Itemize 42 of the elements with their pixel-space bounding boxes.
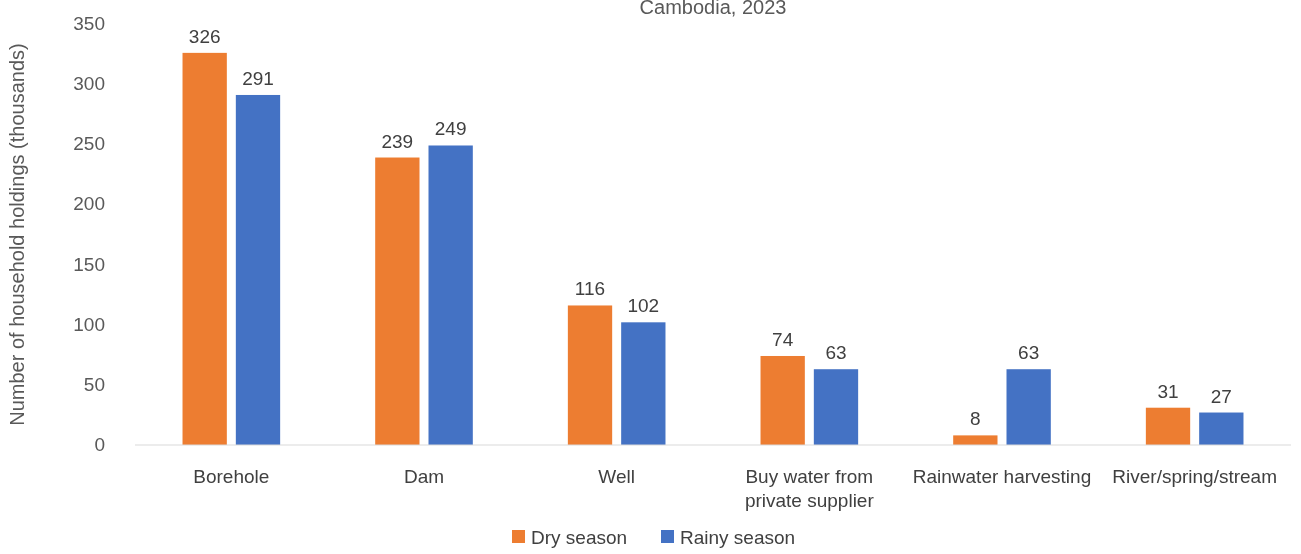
x-tick-label: Borehole — [193, 466, 270, 487]
bar — [182, 52, 227, 445]
bar — [567, 305, 613, 445]
data-label: 27 — [1210, 385, 1232, 407]
x-tick-label: River/spring/stream — [1112, 466, 1278, 487]
bar — [813, 369, 859, 445]
y-axis-title: Number of household holdings (thousands) — [6, 43, 28, 426]
data-label: 116 — [574, 278, 606, 300]
data-label: 63 — [1018, 342, 1040, 364]
y-tick-label: 100 — [73, 313, 105, 335]
data-label: 291 — [242, 67, 274, 89]
y-tick-label: 350 — [73, 13, 105, 34]
data-label: 74 — [772, 328, 794, 350]
bar — [375, 157, 420, 445]
data-label: 8 — [970, 408, 981, 430]
bar — [621, 322, 666, 445]
legend-label: Dry season — [531, 527, 628, 548]
bar — [1006, 369, 1051, 445]
data-label: 249 — [434, 118, 467, 140]
y-tick-label: 200 — [73, 193, 105, 215]
data-label: 326 — [188, 25, 221, 47]
chart-title: Cambodia, 2023 — [639, 0, 787, 18]
y-tick-label: 50 — [83, 373, 105, 395]
bar — [1199, 412, 1244, 445]
x-tick-label: Well — [598, 466, 635, 487]
data-label: 63 — [825, 342, 847, 364]
data-label: 31 — [1157, 380, 1179, 402]
legend-label: Rainy season — [680, 527, 796, 548]
y-tick-label: 0 — [94, 434, 105, 455]
x-tick-label: Dam — [403, 466, 445, 487]
x-tick-label: Buy water from private supplier — [744, 466, 875, 511]
y-tick-label: 250 — [73, 133, 105, 155]
bar — [760, 355, 805, 445]
bar — [1145, 407, 1191, 445]
data-label: 239 — [381, 130, 414, 152]
bar — [428, 145, 473, 445]
bar — [235, 94, 281, 445]
y-tick-label: 150 — [73, 253, 105, 275]
bar — [953, 435, 998, 445]
data-label: 102 — [627, 295, 660, 317]
y-tick-label: 300 — [73, 73, 105, 95]
x-tick-label: Rainwater harvesting — [912, 466, 1092, 487]
